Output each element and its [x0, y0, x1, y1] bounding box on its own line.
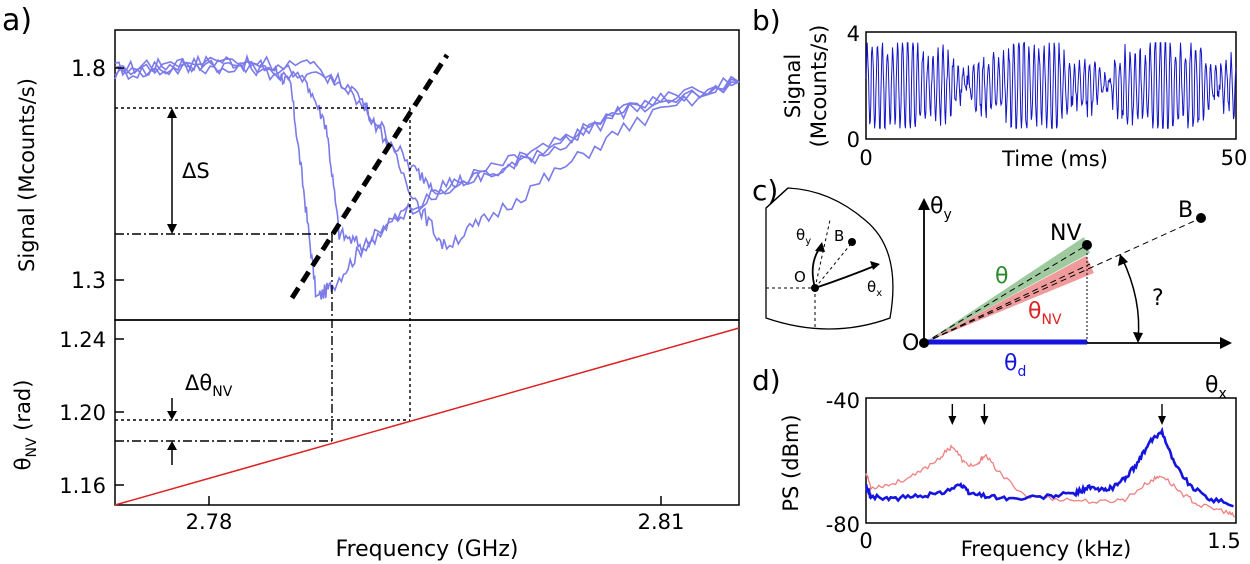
inset-theta-y-label: θy — [796, 226, 811, 247]
panel-d-xlabel: Frequency (kHz) — [961, 537, 1132, 561]
panel-b-ylabel-line1: Signal — [781, 54, 805, 119]
resonance-curve-2 — [114, 57, 740, 254]
delta-s-label: ΔS — [182, 159, 210, 183]
panel-a-xticks — [208, 496, 662, 505]
angle-arc-head-bottom — [1133, 332, 1143, 343]
panel-b-ytick-4: 4 — [847, 22, 860, 46]
peak-arrow-head-3 — [1158, 416, 1166, 425]
xtick-2-81: 2.81 — [638, 510, 685, 534]
inset-o-label: O — [794, 268, 806, 286]
ytick-1-16: 1.16 — [59, 474, 106, 498]
panel-a-xlabel: Frequency (GHz) — [336, 537, 519, 562]
panel-b-xlabel: Time (ms) — [1001, 147, 1108, 171]
panel-b-trace — [865, 42, 1237, 131]
delta-s-arrow — [167, 108, 177, 234]
panel-d-frame — [865, 397, 1237, 524]
ytick-1-24: 1.24 — [59, 328, 106, 352]
delta-theta-arrows — [167, 398, 177, 465]
panel-b-xtick-0: 0 — [859, 146, 872, 170]
b-point — [1196, 213, 1206, 223]
inset-theta-x-label: θx — [867, 278, 882, 299]
spectrum-series-2 — [865, 426, 1234, 508]
tangent-line — [289, 53, 450, 300]
panel-a-top-ylabel: Signal (Mcounts/s) — [15, 78, 39, 272]
panel-b-ytick-0: 0 — [847, 128, 860, 152]
panel-d-xtick-1-5: 1.5 — [1207, 529, 1240, 553]
peak-arrow-head-1 — [948, 416, 957, 425]
theta-nv-wedge — [924, 256, 1094, 343]
panel-b-xtick-50: 50 — [1221, 146, 1248, 170]
xtick-2-78: 2.78 — [186, 510, 233, 534]
resonance-curve-1 — [114, 53, 740, 300]
panel-d-xtick-0: 0 — [859, 529, 872, 553]
ytick-1-20: 1.20 — [59, 401, 106, 425]
panel-a-top-yticks — [115, 67, 124, 281]
panel-d-ylabel: PS (dBm) — [779, 414, 803, 511]
origin-point — [919, 338, 929, 348]
ytick-1-8: 1.8 — [71, 57, 106, 82]
panel-label-a: a) — [2, 3, 32, 38]
b-direction-line — [923, 217, 1202, 344]
inset-b-label: B — [834, 227, 844, 245]
panel-d-ytick-80: -80 — [826, 513, 860, 537]
ytick-1-3: 1.3 — [71, 269, 106, 294]
nv-label: NV — [1050, 221, 1082, 246]
panel-d-peak-arrows — [948, 404, 1166, 425]
panel-d-ytick-40: -40 — [826, 389, 860, 413]
panel-c-inset-sphere — [765, 187, 894, 330]
panel-b-frame — [865, 31, 1237, 140]
theta-nv-label: θNV — [1028, 299, 1062, 328]
theta-d-label: θd — [1004, 351, 1026, 380]
angle-arc-head-top — [1118, 254, 1128, 266]
resonance-curve-4 — [114, 55, 740, 251]
theta-label: θ — [995, 264, 1008, 289]
panel-a-bottom-yticks — [115, 338, 124, 486]
theta-x-label: θx — [1205, 373, 1227, 402]
delta-theta-label: ΔθNV — [185, 371, 233, 400]
o-label: O — [902, 331, 919, 356]
panel-a-bottom-frame — [114, 319, 740, 506]
panel-label-c: c) — [752, 174, 778, 207]
theta-nv-line — [114, 327, 740, 506]
angle-arc — [1121, 257, 1140, 341]
nv-direction-line — [923, 244, 1088, 344]
resonance-curve-3 — [114, 56, 740, 194]
b-label: B — [1178, 198, 1193, 223]
panel-b-ylabel-line2: (Mcounts/s) — [807, 25, 831, 148]
theta-nv-line-c — [923, 263, 1091, 344]
peak-arrow-head-2 — [980, 416, 989, 425]
panel-a-bottom-ylabel: θNV (rad) — [11, 380, 40, 471]
theta-y-label: θy — [930, 194, 952, 223]
panel-a-top-series-group — [114, 53, 740, 300]
question-mark: ? — [1152, 286, 1164, 311]
panel-d-series-group — [865, 426, 1236, 518]
panel-label-b: b) — [752, 4, 781, 37]
spectrum-series-1 — [865, 444, 1236, 518]
panel-label-d: d) — [752, 364, 781, 397]
theta-wedge — [924, 237, 1090, 343]
nv-point — [1082, 240, 1092, 250]
